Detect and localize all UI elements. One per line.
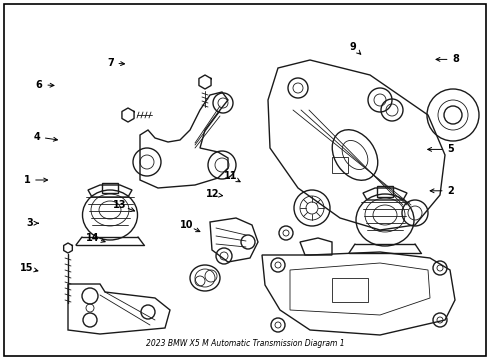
Text: 2023 BMW X5 M Automatic Transmission Diagram 1: 2023 BMW X5 M Automatic Transmission Dia… <box>146 339 344 348</box>
Bar <box>377 186 393 197</box>
Text: 7: 7 <box>107 58 114 68</box>
Text: 15: 15 <box>20 263 34 273</box>
Text: 8: 8 <box>452 54 459 64</box>
Text: 5: 5 <box>447 144 454 154</box>
Text: 10: 10 <box>179 220 193 230</box>
Text: 11: 11 <box>223 171 237 181</box>
Text: 14: 14 <box>86 233 100 243</box>
Text: 12: 12 <box>206 189 220 199</box>
Text: 9: 9 <box>349 42 356 52</box>
Bar <box>102 183 118 193</box>
Text: 4: 4 <box>33 132 40 142</box>
Text: 13: 13 <box>113 200 127 210</box>
Bar <box>332 157 348 173</box>
Text: 2: 2 <box>447 186 454 196</box>
Text: 1: 1 <box>24 175 30 185</box>
Text: 3: 3 <box>26 218 33 228</box>
Bar <box>332 278 368 302</box>
Text: 6: 6 <box>36 80 43 90</box>
